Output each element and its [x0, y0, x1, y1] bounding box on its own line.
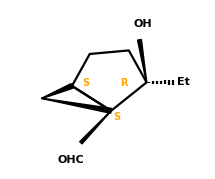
Polygon shape: [42, 84, 73, 99]
Text: S: S: [114, 112, 121, 122]
Text: OHC: OHC: [58, 155, 84, 165]
Polygon shape: [42, 98, 112, 113]
Text: S: S: [83, 78, 90, 88]
Polygon shape: [138, 39, 147, 82]
Text: R: R: [121, 78, 128, 88]
Text: Et: Et: [177, 76, 190, 86]
Polygon shape: [80, 111, 111, 144]
Text: OH: OH: [134, 19, 152, 29]
